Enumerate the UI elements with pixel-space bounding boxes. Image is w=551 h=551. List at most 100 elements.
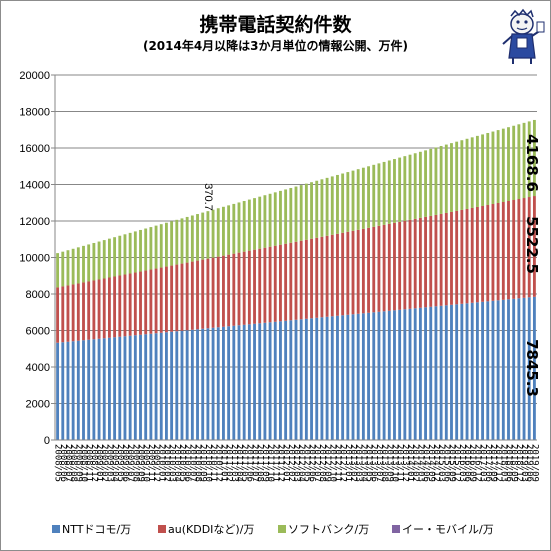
bar-docomo-2015-12 [455,304,459,440]
bar-softbank-2012-08 [320,179,324,237]
x-tick-label-19: 2009/12 [151,444,161,482]
bar-docomo-2010-07 [190,329,194,440]
bar-docomo-2012-01 [284,320,288,440]
bar-docomo-2014-06 [424,307,427,440]
bar-au-2011-10 [268,246,272,323]
bar-docomo-2013-04 [361,313,365,440]
bar-au-2017-03 [481,205,485,302]
bar-au-2019-06 [527,197,531,298]
x-tick-label-33: 2011/02 [224,444,234,482]
bar-softbank-2012-06 [310,182,313,239]
bar-softbank-2018-12 [517,124,521,200]
bar-docomo-2009-06 [123,336,127,440]
bar-softbank-2012-10 [330,176,334,235]
bar-softbank-2019-06 [527,121,531,198]
bar-docomo-2019-03 [522,297,526,440]
bar-softbank-2014-06 [424,150,427,217]
y-tick-label-6: 12000 [19,216,50,228]
bar-au-2017-06 [486,204,490,302]
bar-docomo-2008-12 [92,339,96,440]
bar-softbank-2013-05 [367,166,370,228]
bar-docomo-2011-03 [232,325,236,440]
bar-au-2009-01 [97,279,101,339]
x-tick-label-31: 2010/12 [213,444,223,482]
bar-au-2013-05 [367,227,370,313]
x-tick-label-18: 2009/11 [146,444,156,482]
x-tick-label-21: 2010/02 [161,444,171,482]
bar-au-2016-12 [475,206,479,303]
bar-au-2018-12 [517,199,521,299]
bar-au-2009-04 [113,276,117,338]
bar-softbank-2011-03 [232,203,236,254]
x-tick-label-38: 2011/07 [250,444,260,482]
bar-softbank-2017-03 [481,134,485,206]
bar-au-2009-08 [133,272,137,336]
bar-docomo-2009-05 [118,336,122,440]
x-tick-label-82: 2017/03 [478,444,488,482]
bar-au-2009-11 [149,269,153,334]
bar-docomo-2011-05 [242,324,246,440]
x-tick-label-4: 2008/09 [73,444,83,482]
x-tick-label-29: 2010/10 [203,444,213,482]
bar-softbank-2013-04 [361,167,365,229]
x-tick-label-57: 2013/02 [348,444,358,482]
x-tick-label-37: 2011/06 [244,444,254,482]
bar-docomo-2010-01 [159,332,163,440]
bar-softbank-2012-05 [304,183,308,240]
legend-swatch-softbank [278,525,286,533]
x-tick-label-62: 2013/07 [374,444,384,482]
x-tick-label-39: 2011/08 [255,444,265,482]
bar-softbank-2011-05 [242,201,246,252]
bar-docomo-2013-08 [382,311,386,440]
bar-docomo-2009-04 [113,337,117,440]
x-tick-label-2: 2008/07 [63,444,73,482]
bar-au-2011-12 [279,244,282,322]
bar-docomo-2019-09 [532,296,536,440]
bar-softbank-2017-06 [486,132,490,205]
bar-docomo-2014-02 [413,308,417,440]
bar-au-2008-08 [71,284,75,342]
bar-docomo-2009-09 [139,334,142,440]
bar-docomo-2011-02 [227,326,231,440]
x-tick-label-76: 2015/09 [446,444,456,482]
x-tick-label-14: 2009/07 [125,444,135,482]
x-tick-label-7: 2008/12 [89,444,99,482]
y-tick-label-3: 6000 [26,326,50,338]
x-tick-label-35: 2011/04 [234,444,244,482]
x-tick-label-72: 2014/09 [426,444,436,482]
bar-au-2012-12 [341,232,345,316]
x-tick-label-73: 2014/12 [431,444,441,482]
bar-softbank-2011-07 [253,198,256,250]
bar-au-2009-10 [144,270,148,335]
bar-au-2011-09 [263,247,267,323]
bar-softbank-2010-02 [165,222,168,267]
bar-docomo-2011-06 [247,324,251,440]
x-tick-label-3: 2008/08 [68,444,78,482]
bar-au-2014-09 [429,215,433,307]
bar-docomo-2012-12 [341,315,345,440]
x-tick-label-43: 2011/12 [275,444,285,482]
bar-au-2012-03 [294,241,298,320]
bar-softbank-2009-10 [144,228,148,271]
bar-au-2008-06 [61,286,65,343]
bar-softbank-2009-01 [97,241,101,280]
bar-docomo-2012-10 [330,316,334,440]
bar-docomo-2013-01 [346,314,350,440]
bar-docomo-2010-10 [206,328,210,440]
bar-docomo-2012-04 [299,319,303,440]
bar-softbank-2008-05 [56,253,60,288]
x-tick-label-58: 2013/03 [353,444,363,482]
bar-docomo-2009-01 [97,338,101,440]
x-tick-label-12: 2009/05 [115,444,125,482]
y-tick-label-0: 0 [44,435,50,447]
bar-docomo-2016-12 [475,302,479,440]
bar-softbank-2008-09 [76,247,80,284]
x-tick-label-47: 2012/04 [296,444,306,482]
bar-softbank-2014-03 [418,151,422,218]
bar-au-2010-01 [159,267,163,333]
bar-au-2013-02 [351,230,355,315]
x-tick-label-59: 2013/04 [358,444,368,482]
bar-docomo-2018-09 [512,298,516,440]
bar-softbank-2013-06 [372,164,376,227]
x-tick-label-9: 2009/02 [99,444,109,482]
